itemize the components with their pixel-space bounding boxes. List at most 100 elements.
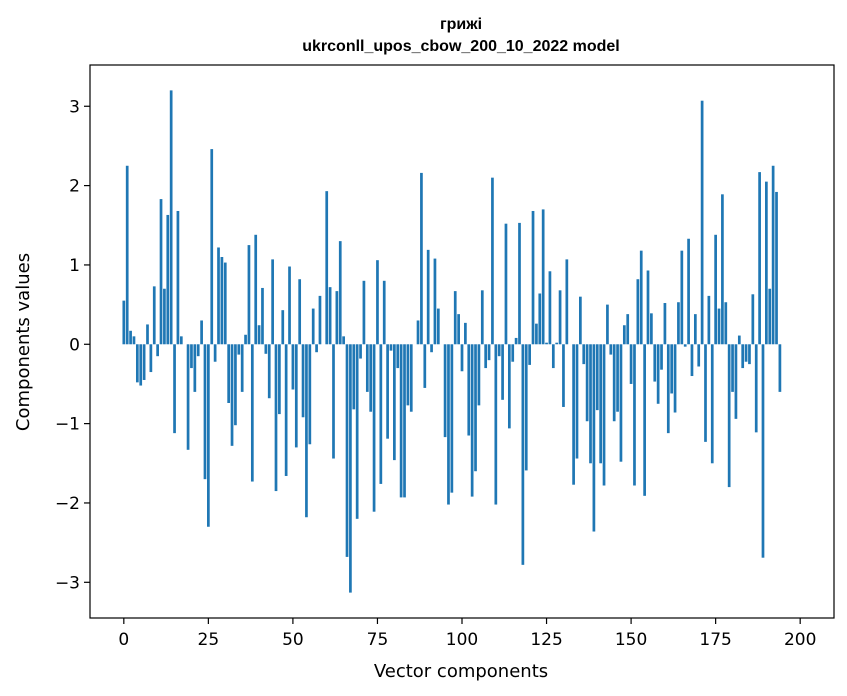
bar-144: [609, 344, 613, 355]
bar-190: [765, 181, 768, 345]
bar-67: [349, 344, 352, 593]
bar-40: [257, 325, 261, 345]
bar-50: [291, 344, 295, 390]
bar-189: [761, 344, 765, 558]
bar-21: [193, 344, 197, 392]
bar-80: [393, 344, 396, 461]
bar-83: [403, 344, 406, 498]
bar-43: [267, 344, 271, 399]
bar-69: [355, 344, 359, 519]
bar-72: [365, 344, 369, 392]
y-tick-label: 3: [69, 97, 80, 117]
bar-184: [744, 344, 748, 362]
bar-53: [301, 344, 305, 418]
bar-27: [213, 344, 217, 362]
bar-15: [173, 344, 176, 434]
bar-119: [524, 344, 528, 471]
bar-166: [683, 344, 687, 347]
y-axis: −3 −2 −1 0 1 2 3: [55, 97, 90, 593]
bar-186: [751, 294, 755, 345]
bar-133: [572, 344, 575, 485]
bar-38: [250, 344, 254, 482]
x-tick-label: 75: [367, 630, 389, 650]
x-axis-label: Vector components: [374, 661, 548, 682]
bar-95: [443, 344, 447, 438]
bar-139: [592, 344, 596, 532]
bar-31: [227, 344, 231, 403]
bar-120: [528, 344, 531, 365]
bar-29: [220, 257, 224, 345]
bar-121: [531, 210, 535, 345]
bar-64: [338, 241, 342, 345]
bar-3: [132, 336, 136, 345]
x-tick-label: 25: [198, 630, 220, 650]
bar-77: [382, 280, 386, 345]
bar-96: [447, 344, 450, 505]
bar-115: [511, 344, 515, 362]
bar-131: [565, 259, 569, 345]
bar-92: [433, 258, 437, 345]
bar-75: [376, 260, 379, 345]
bar-107: [484, 344, 488, 369]
bar-62: [332, 344, 335, 459]
bar-180: [731, 344, 734, 392]
bar-118: [521, 344, 525, 565]
bar-163: [673, 344, 677, 413]
bar-167: [687, 238, 690, 345]
bar-109: [491, 177, 494, 345]
bar-98: [453, 291, 457, 345]
bar-16: [176, 210, 180, 345]
bar-84: [406, 344, 410, 406]
bar-97: [450, 344, 454, 493]
bar-164: [677, 302, 680, 345]
bar-110: [494, 344, 498, 505]
bar-126: [548, 271, 552, 345]
y-tick-label: 1: [69, 256, 80, 276]
bar-112: [501, 344, 504, 400]
bar-0: [122, 300, 126, 345]
bar-149: [626, 314, 630, 345]
x-tick-label: 150: [615, 630, 647, 650]
bar-111: [497, 344, 501, 357]
bar-172: [704, 344, 707, 442]
bar-60: [325, 191, 329, 345]
bar-174: [710, 344, 714, 464]
bar-26: [210, 149, 214, 345]
bar-185: [748, 344, 751, 365]
bar-182: [737, 335, 741, 345]
bar-152: [636, 279, 640, 345]
bar-65: [342, 336, 345, 345]
y-tick-label: −2: [55, 494, 80, 514]
bar-159: [660, 344, 663, 370]
bar-70: [359, 344, 362, 359]
bar-108: [487, 344, 491, 361]
bar-154: [643, 344, 646, 496]
bar-52: [298, 279, 302, 345]
bar-25: [207, 344, 210, 527]
bar-113: [504, 223, 508, 345]
bar-55: [308, 344, 312, 445]
bar-89: [423, 344, 427, 388]
bar-117: [518, 222, 521, 345]
bar-23: [200, 320, 203, 345]
chart-title: грижі: [440, 16, 482, 33]
bar-79: [389, 344, 393, 351]
bar-105: [477, 344, 481, 406]
bar-114: [507, 344, 511, 429]
bar-6: [142, 344, 146, 380]
bar-1: [125, 165, 129, 345]
bar-170: [697, 344, 701, 367]
bar-145: [612, 344, 616, 422]
bar-35: [240, 344, 244, 392]
bar-175: [714, 234, 717, 345]
bar-37: [247, 245, 251, 345]
bar-39: [254, 234, 258, 345]
bar-171: [700, 100, 704, 345]
bar-191: [768, 288, 772, 345]
y-tick-label: −1: [55, 415, 80, 435]
bar-51: [294, 344, 298, 448]
bar-99: [457, 314, 460, 345]
bar-140: [595, 344, 599, 411]
bar-5: [139, 344, 143, 386]
